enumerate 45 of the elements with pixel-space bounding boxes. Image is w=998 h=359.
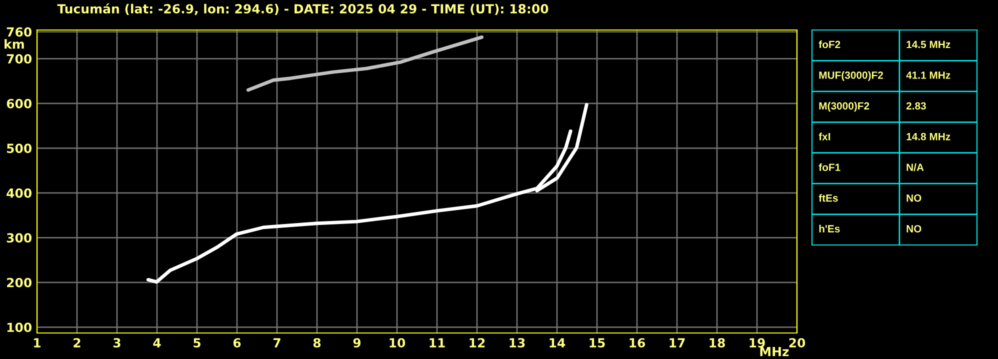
x-tick-label: 20 (789, 338, 806, 348)
x-axis-title: MHz (760, 347, 789, 356)
text: NO (906, 194, 922, 202)
text: 14.5 MHz (906, 40, 950, 48)
y-tick-label: 200 (7, 278, 32, 288)
chart-title: Tucumán (lat: -26.9, lon: 294.6) - DATE: 2025 04 29 - TIME (UT): 18:00 (57, 3, 548, 16)
text: h'Es (819, 224, 840, 232)
text: fxI (818, 132, 830, 140)
y-axis-title: km (4, 39, 24, 49)
x-tick-label: 7 (273, 338, 280, 348)
y-tick-label: 700 (6, 54, 32, 64)
x-tick-label: 13 (510, 338, 525, 348)
text: ftEs (818, 194, 838, 202)
x-tick-label: 3 (113, 338, 120, 348)
x-tick-label: 1 (34, 338, 40, 348)
y-tick-label: 600 (6, 98, 32, 108)
y-tick-label: 500 (7, 144, 32, 154)
text: 14.8 MHz (906, 132, 950, 140)
text: foF1 (818, 163, 840, 172)
text: 2.83 (906, 102, 926, 110)
text: MUF(3000)F2 (819, 71, 884, 81)
text: 41.1 MHz (906, 72, 950, 79)
text: foF2 (818, 40, 840, 48)
x-tick-label: 6 (233, 338, 241, 348)
x-tick-label: 16 (630, 338, 646, 348)
y-tick-label: 400 (6, 188, 32, 198)
x-tick-label: 5 (194, 338, 200, 348)
x-tick-label: 18 (710, 338, 725, 348)
y-tick-label: 100 (7, 322, 32, 332)
x-tick-label: 4 (153, 338, 161, 348)
x-tick-label: 2 (74, 338, 80, 348)
x-tick-label: 14 (550, 338, 566, 348)
x-tick-label: 10 (390, 338, 406, 348)
text: M(3000)F2 (819, 102, 870, 112)
y-tick-label: 760 (6, 27, 32, 37)
x-tick-label: 8 (313, 338, 321, 348)
text: NO (906, 225, 922, 232)
x-tick-label: 11 (430, 338, 445, 348)
text: N/A (906, 163, 924, 172)
y-tick-label: 300 (6, 233, 32, 243)
x-tick-label: 19 (750, 338, 765, 348)
x-tick-label: 12 (470, 338, 485, 348)
x-tick-label: 17 (670, 338, 685, 348)
x-tick-label: 9 (353, 338, 361, 348)
x-tick-label: 15 (590, 338, 605, 348)
